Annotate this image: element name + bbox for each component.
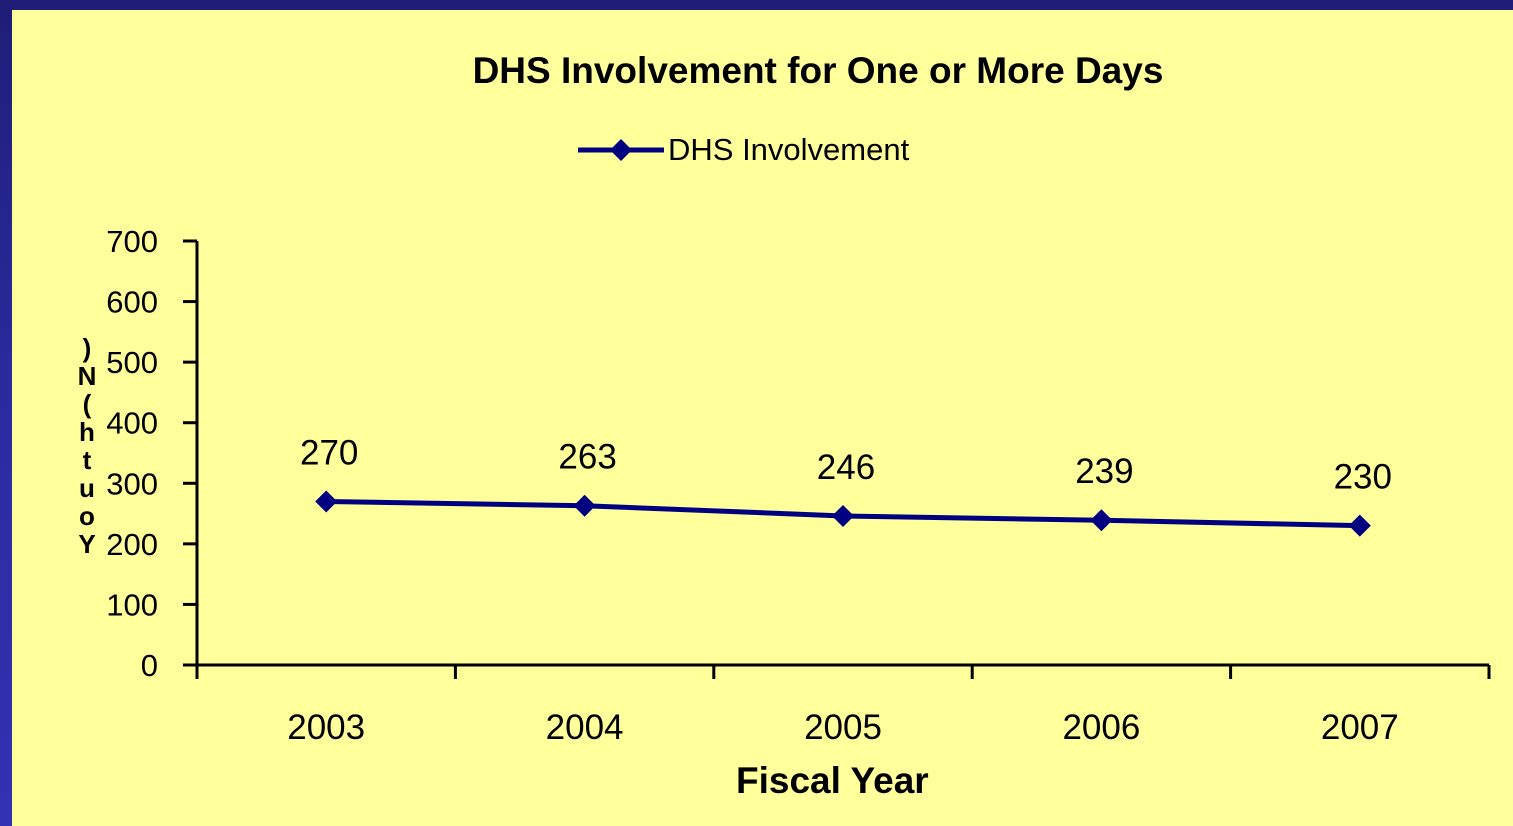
- x-tick-label: 2003: [287, 708, 365, 747]
- x-tick-label: 2007: [1321, 708, 1399, 747]
- x-tick-label: 2005: [804, 708, 882, 747]
- y-axis-label-char: u: [79, 473, 95, 503]
- x-tick-label: 2004: [546, 708, 624, 747]
- x-axis-label: Fiscal Year: [736, 760, 929, 801]
- legend-line-marker: [578, 139, 664, 161]
- y-tick-label: 200: [106, 527, 158, 562]
- y-axis-label: ) N ( h t u o Y: [72, 334, 102, 558]
- y-axis-label-char: N: [77, 361, 97, 391]
- data-label: 246: [817, 448, 875, 487]
- x-tick-label: 2006: [1062, 708, 1140, 747]
- y-axis-label-char: o: [79, 501, 95, 531]
- chart-panel: [12, 10, 1513, 826]
- y-tick-label: 400: [106, 406, 158, 441]
- y-axis-label-char: ): [82, 333, 92, 363]
- y-axis-label-char: Y: [78, 529, 96, 559]
- legend-label: DHS Involvement: [668, 132, 910, 167]
- y-tick-label: 300: [106, 466, 158, 501]
- data-point-marker: [832, 504, 854, 527]
- data-label: 239: [1075, 452, 1133, 491]
- data-point-marker: [315, 490, 338, 513]
- y-axis-label-char: h: [79, 417, 95, 447]
- y-tick-label: 0: [141, 648, 158, 683]
- y-axis-label-char: t: [82, 445, 92, 475]
- y-axis-label-char: (: [82, 389, 92, 419]
- y-tick-label: 700: [106, 224, 158, 259]
- data-label: 270: [300, 433, 358, 472]
- legend: DHS Involvement: [578, 130, 909, 170]
- data-label: 263: [558, 438, 616, 477]
- y-tick-label: 600: [106, 285, 158, 320]
- data-point-marker: [1090, 509, 1113, 532]
- data-point-marker: [1348, 514, 1371, 537]
- data-label: 230: [1334, 458, 1392, 497]
- y-tick-label: 100: [106, 587, 158, 622]
- y-tick-label: 500: [106, 345, 158, 380]
- data-point-marker: [573, 494, 596, 517]
- chart-title: DHS Involvement for One or More Days: [472, 50, 1164, 91]
